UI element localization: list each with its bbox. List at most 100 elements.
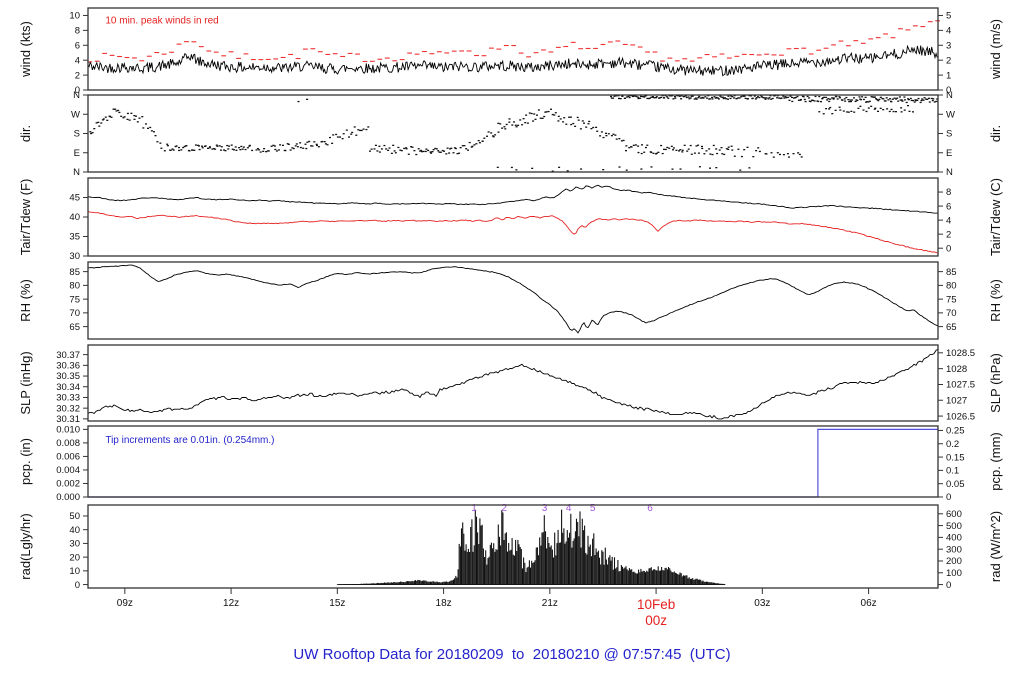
dir-dot [831, 113, 834, 115]
dir-dot [213, 148, 215, 150]
dir-dot [517, 124, 520, 126]
y-tick-label: 30 [69, 539, 80, 550]
dir-dot [680, 95, 683, 97]
dir-dot [519, 119, 522, 121]
dir-dot [459, 147, 462, 149]
dir-dot [773, 95, 775, 97]
dir-dot [370, 148, 373, 150]
dir-dot [882, 98, 885, 100]
dir-dot [666, 96, 669, 98]
dir-dot [588, 120, 591, 123]
y-tick-label: 0.25 [946, 426, 965, 437]
rad-event-label: 2 [501, 503, 507, 514]
y-tick-label: 0.004 [56, 465, 80, 476]
y-tick-label: 0.008 [56, 438, 80, 449]
dir-dot [424, 150, 427, 153]
dir-dot [610, 135, 613, 137]
dir-dot [657, 151, 660, 153]
dir-dot [625, 96, 628, 98]
dir-dot [628, 96, 631, 99]
dir-dot [723, 153, 726, 156]
dir-dot [643, 151, 646, 153]
dir-dot [473, 144, 476, 146]
dir-dot [126, 112, 129, 115]
dir-dot [566, 170, 569, 172]
dir-dot [602, 169, 605, 171]
dir-dot [832, 98, 835, 100]
dir-dot [896, 97, 899, 99]
dir-dot [926, 98, 929, 100]
dir-dot [618, 97, 620, 100]
y-axis-label-left: wind (kts) [18, 21, 33, 78]
dir-dot [321, 140, 324, 143]
dir-dot [374, 144, 377, 146]
dir-dot [825, 108, 828, 110]
dir-dot [648, 97, 651, 99]
dir-dot [339, 136, 341, 138]
dir-dot [185, 145, 188, 147]
dir-dot [724, 97, 726, 99]
dir-dot [927, 97, 930, 99]
panel-frame [87, 94, 939, 173]
dir-dot [201, 145, 203, 147]
dir-dot [154, 135, 157, 137]
dir-dot [640, 168, 643, 170]
dir-dot [757, 96, 759, 98]
y-tick-label: 85 [69, 267, 80, 278]
dir-dot [895, 98, 897, 100]
dir-dot [477, 140, 480, 142]
y-tick-label: 0.2 [946, 439, 959, 450]
dir-dot [809, 100, 812, 103]
dir-dot [643, 96, 646, 98]
dir-dot [145, 123, 147, 125]
dir-dot [109, 115, 111, 118]
dir-dot [742, 95, 745, 97]
dir-dot [272, 144, 275, 146]
dir-dot [660, 144, 663, 147]
dir-dot [674, 97, 677, 99]
y-tick-label: 6 [946, 201, 951, 212]
dir-dot [784, 96, 787, 98]
dir-dot [448, 152, 451, 154]
dir-dot [291, 147, 294, 149]
dir-dot [465, 148, 468, 150]
dir-dot [709, 98, 712, 100]
dir-dot [515, 126, 518, 128]
dir-dot [720, 96, 723, 98]
dir-dot [532, 120, 535, 122]
dir-dot [737, 148, 740, 150]
dir-dot [156, 141, 159, 143]
dir-dot [776, 97, 779, 99]
y-axis-label-left: SLP (inHg) [18, 351, 33, 414]
dir-dot [663, 148, 665, 150]
dir-dot [204, 145, 207, 147]
dir-dot [825, 96, 828, 99]
dir-dot [405, 147, 408, 149]
dir-dot [592, 126, 595, 129]
y-tick-label: 20 [69, 552, 80, 563]
dir-dot [570, 123, 573, 126]
dir-dot [454, 147, 457, 150]
y-tick-label: 1026.5 [946, 411, 975, 422]
dir-dot [104, 116, 107, 118]
y-tick-label: 30.33 [56, 393, 80, 404]
dir-dot [385, 148, 388, 150]
dir-dot [637, 145, 640, 147]
dir-dot [761, 96, 763, 98]
dir-dot [397, 146, 400, 149]
y-tick-label: 3 [946, 40, 951, 51]
dir-dot [522, 118, 525, 120]
dir-dot [898, 96, 901, 98]
dir-dot [331, 142, 334, 144]
y-tick-label: 0 [946, 492, 951, 503]
dir-dot [689, 144, 692, 147]
dir-dot [530, 112, 533, 115]
y-tick-label: 40 [69, 525, 80, 536]
dir-dot [697, 152, 700, 154]
y-tick-label: 1028.5 [946, 348, 975, 359]
y-tick-label: 30 [69, 251, 80, 262]
dir-dot [188, 150, 191, 152]
